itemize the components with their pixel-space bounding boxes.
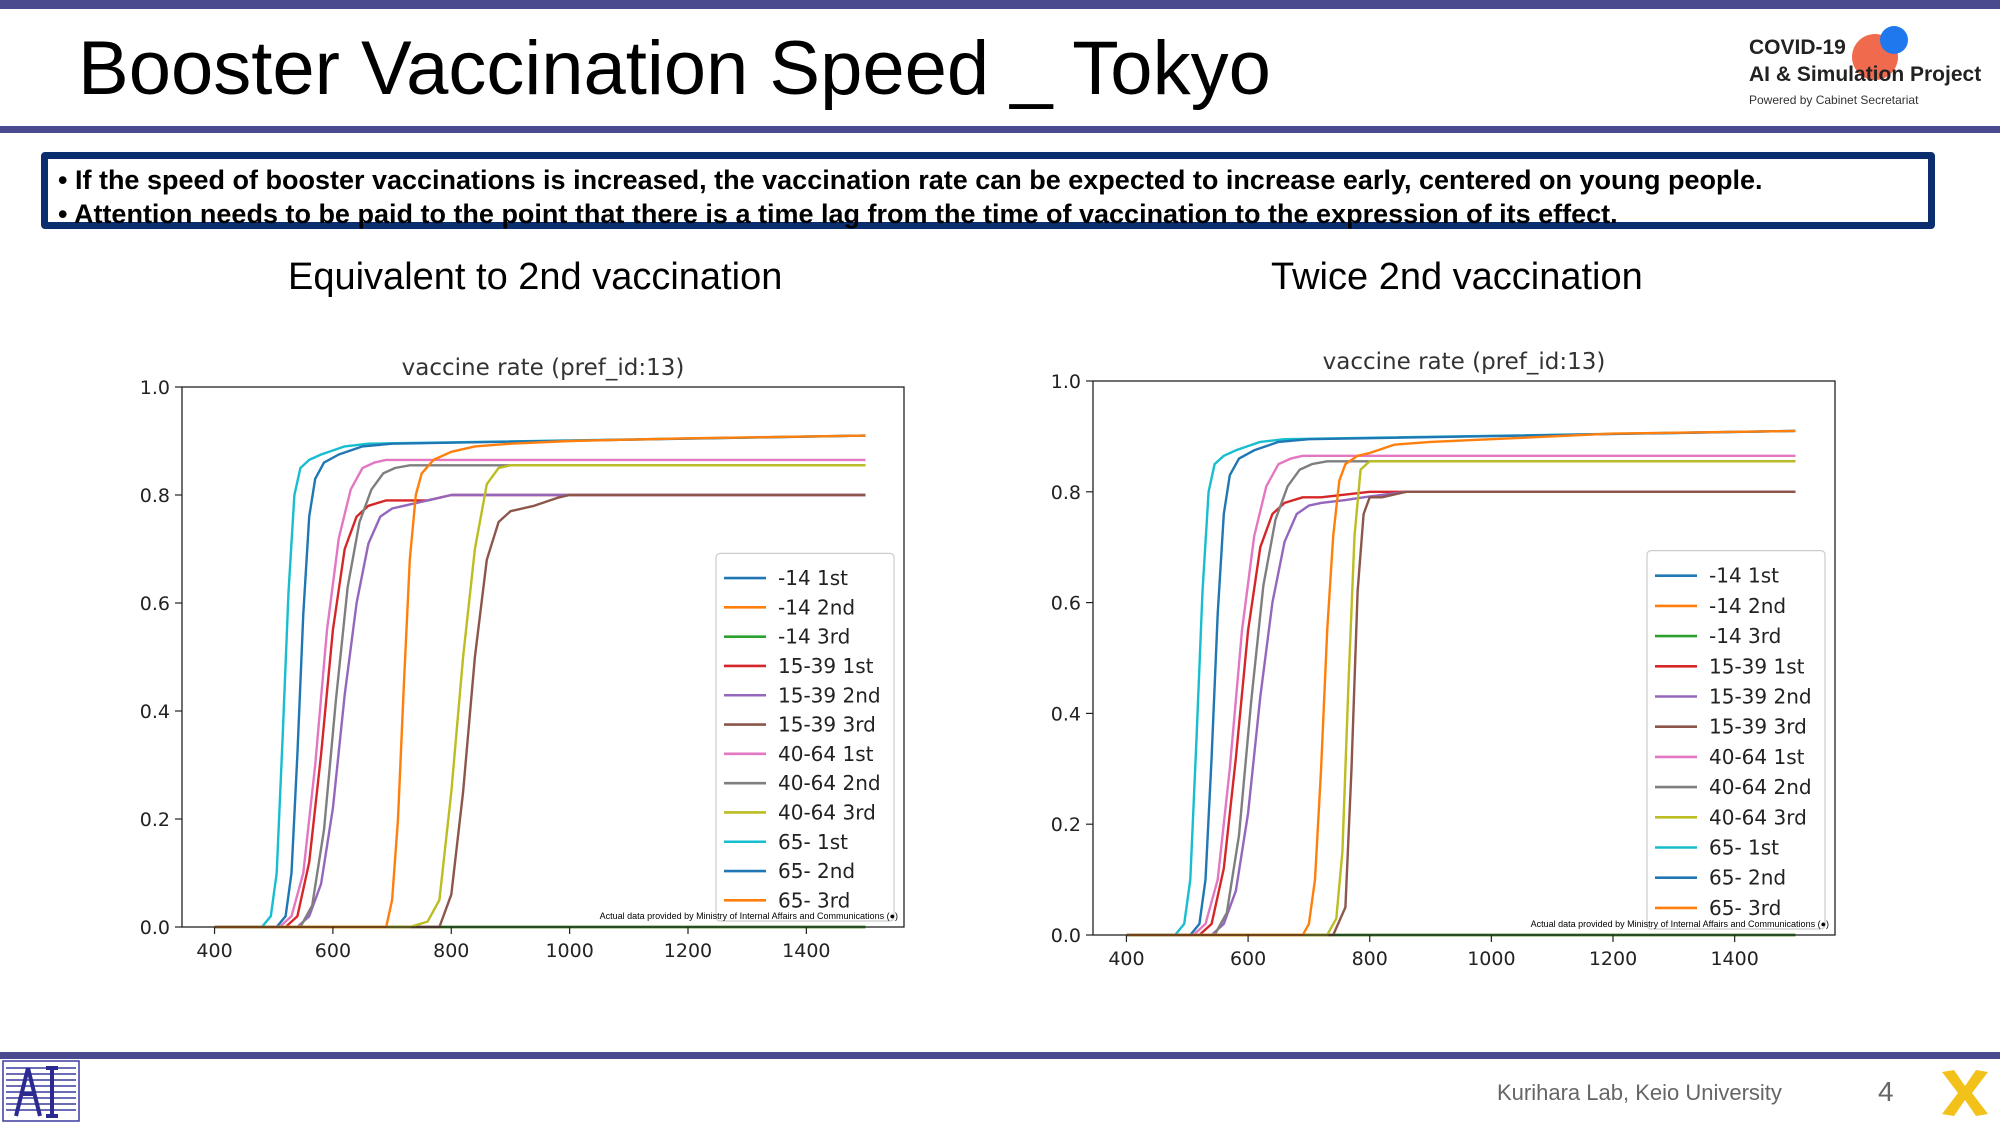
series-line-11 — [1126, 429, 1796, 937]
legend-label-5: 15-39 3rd — [778, 713, 876, 737]
legend-label-0: -14 1st — [778, 566, 848, 590]
legend-label-8: 40-64 3rd — [1709, 805, 1807, 829]
legend-label-10: 65- 2nd — [1709, 866, 1786, 890]
data-source-annotation: Actual data provided by Ministry of Inte… — [600, 911, 898, 921]
plot-frame — [1092, 380, 1836, 936]
x-mark-logo-icon — [1942, 1070, 1988, 1116]
summary-bullet-2: • Attention needs to be paid to the poin… — [58, 199, 1618, 229]
series-line-7 — [1126, 460, 1796, 937]
x-tick-label-5: 1400 — [782, 940, 830, 962]
y-tick-label-2: 0.4 — [140, 701, 170, 723]
legend-label-6: 40-64 1st — [1709, 745, 1805, 769]
legend-label-0: -14 1st — [1709, 564, 1779, 588]
y-tick-label-5: 1.0 — [1051, 371, 1081, 393]
y-tick-label-2: 0.4 — [1051, 703, 1081, 725]
legend-label-5: 15-39 3rd — [1709, 715, 1807, 739]
legend-label-2: -14 3rd — [778, 625, 850, 649]
x-tick-label-5: 1400 — [1710, 948, 1758, 970]
left-panel-heading: Equivalent to 2nd vaccination — [288, 256, 783, 298]
series-line-7 — [214, 464, 866, 929]
y-tick-label-5: 1.0 — [140, 377, 170, 399]
x-tick-label-1: 600 — [1230, 948, 1266, 970]
y-tick-label-1: 0.2 — [1051, 814, 1081, 836]
y-tick-label-3: 0.6 — [140, 593, 170, 615]
summary-callout: • If the speed of booster vaccinations i… — [41, 152, 1935, 229]
y-tick-label-4: 0.8 — [1051, 482, 1081, 504]
y-tick-label-0: 0.0 — [140, 917, 170, 939]
page-number: 4 — [1878, 1076, 1894, 1107]
legend-label-4: 15-39 2nd — [1709, 685, 1812, 709]
summary-bullet-1: • If the speed of booster vaccinations i… — [58, 165, 1763, 195]
x-tick-label-4: 1200 — [664, 940, 712, 962]
x-tick-label-0: 400 — [1108, 948, 1144, 970]
legend-label-11: 65- 3rd — [778, 888, 850, 912]
legend-label-11: 65- 3rd — [1709, 896, 1781, 920]
y-tick-label-4: 0.8 — [140, 485, 170, 507]
x-tick-label-4: 1200 — [1589, 948, 1637, 970]
left-vaccine-rate-chart: vaccine rate (pref_id:13) 400 600 800 1000 12… — [140, 355, 905, 962]
legend-label-8: 40-64 3rd — [778, 800, 876, 824]
series-line-9 — [214, 434, 866, 929]
legend-label-7: 40-64 2nd — [778, 771, 881, 795]
top-accent-bar — [0, 0, 2000, 9]
page-title: Booster Vaccination Speed _ Tokyo — [78, 26, 1271, 111]
series-line-4 — [1126, 490, 1796, 937]
legend-label-9: 65- 1st — [1709, 836, 1779, 860]
x-tick-label-3: 1000 — [1467, 948, 1515, 970]
legend-label-3: 15-39 1st — [1709, 654, 1805, 678]
series-line-5 — [214, 493, 866, 929]
right-panel-heading: Twice 2nd vaccination — [1271, 256, 1643, 298]
x-tick-label-1: 600 — [315, 940, 351, 962]
chart-title: vaccine rate (pref_id:13) — [1323, 349, 1606, 375]
series-line-4 — [214, 493, 866, 929]
footer-divider — [0, 1052, 2000, 1059]
x-tick-label-3: 1000 — [545, 940, 593, 962]
series-line-11 — [214, 434, 866, 929]
series-line-8 — [214, 464, 866, 929]
footer-credit: Kurihara Lab, Keio University — [1497, 1080, 1782, 1105]
y-tick-label-0: 0.0 — [1051, 925, 1081, 947]
kurihara-lab-logo-icon — [2, 1060, 80, 1122]
y-tick-label-1: 0.2 — [140, 809, 170, 831]
series-line-10 — [214, 434, 866, 929]
legend-label-10: 65- 2nd — [778, 859, 855, 883]
series-line-6 — [214, 458, 866, 929]
logo-line-3: Powered by Cabinet Secretariat — [1749, 93, 1919, 107]
x-tick-label-2: 800 — [1352, 948, 1388, 970]
legend-label-7: 40-64 2nd — [1709, 775, 1812, 799]
logo-line-2: AI & Simulation Project — [1749, 63, 1982, 86]
legend-box — [1646, 550, 1826, 930]
x-tick-label-2: 800 — [433, 940, 469, 962]
covid-project-logo: COVID-19 AI & Simulation Project Powered… — [1746, 22, 1986, 118]
legend-label-2: -14 3rd — [1709, 624, 1781, 648]
series-line-9 — [1126, 429, 1796, 937]
data-source-annotation: Actual data provided by Ministry of Inte… — [1531, 919, 1829, 929]
series-line-8 — [1126, 460, 1796, 937]
series-line-6 — [1126, 454, 1796, 937]
x-tick-label-0: 400 — [196, 940, 232, 962]
series-line-5 — [1126, 490, 1796, 937]
logo-blue-dot-icon — [1880, 26, 1908, 54]
legend-label-1: -14 2nd — [1709, 594, 1786, 618]
y-tick-label-3: 0.6 — [1051, 593, 1081, 615]
legend-label-1: -14 2nd — [778, 595, 855, 619]
legend-box — [715, 552, 895, 922]
series-line-10 — [1126, 429, 1796, 937]
chart-title: vaccine rate (pref_id:13) — [402, 355, 685, 381]
plot-frame — [181, 386, 905, 928]
title-divider — [0, 126, 2000, 133]
legend-label-3: 15-39 1st — [778, 654, 874, 678]
legend-label-6: 40-64 1st — [778, 742, 874, 766]
legend-label-9: 65- 1st — [778, 830, 848, 854]
right-vaccine-rate-chart: vaccine rate (pref_id:13) 400 600 800 1000 12… — [1051, 349, 1836, 970]
logo-line-1: COVID-19 — [1749, 36, 1846, 59]
legend-label-4: 15-39 2nd — [778, 683, 881, 707]
